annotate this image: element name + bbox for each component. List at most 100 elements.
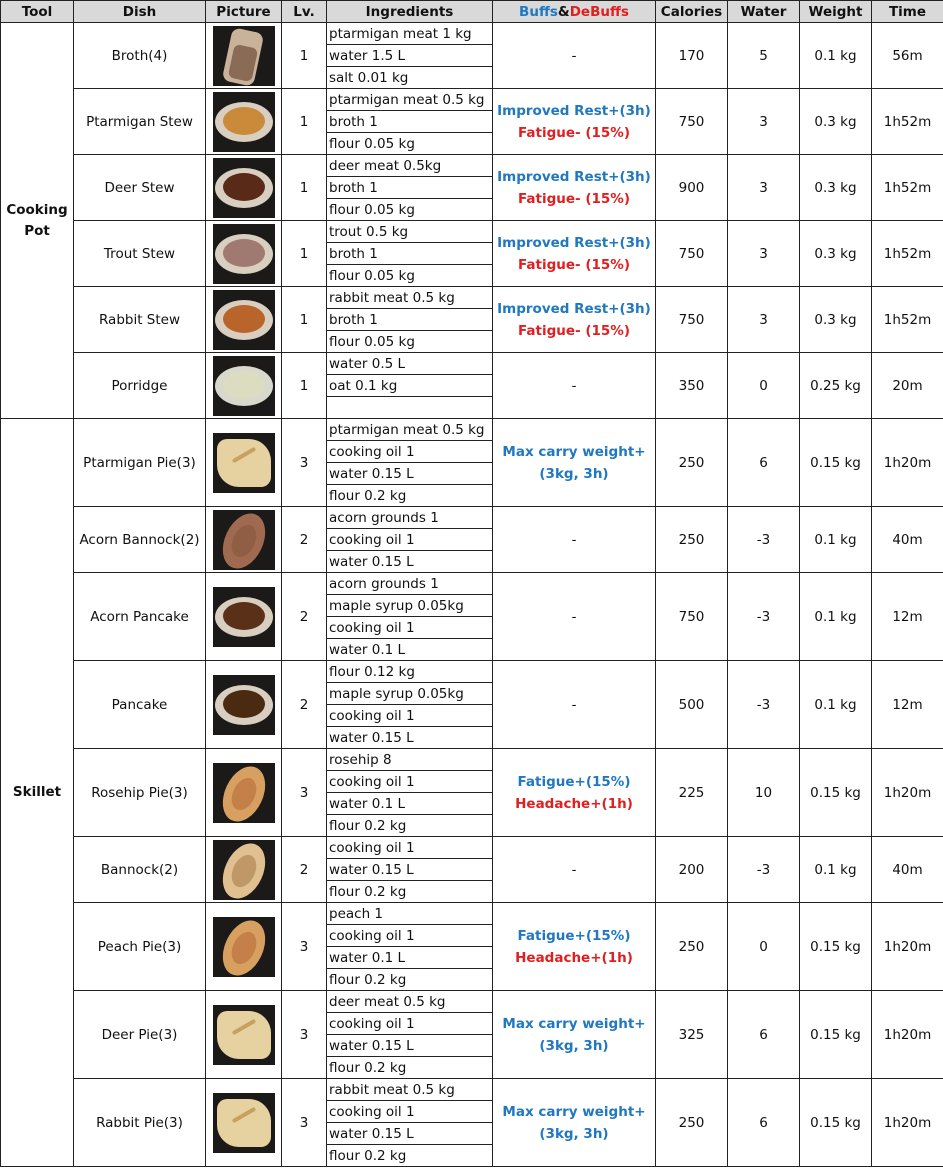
effects-cell: Max carry weight+ (3kg, 3h)	[492, 418, 656, 507]
dish-picture	[212, 839, 275, 900]
dish-name: Deer Stew	[73, 154, 206, 221]
effect: -	[571, 377, 577, 394]
water: 0	[727, 352, 800, 419]
time: 1h52m	[871, 154, 943, 221]
effect: Headache+(1h)	[515, 949, 633, 966]
ingredient: ptarmigan meat 1 kg	[326, 22, 493, 45]
sub-row: Ptarmigan Stew 1 ptarmigan meat 0.5 kg Impr…	[1, 88, 943, 155]
dish-picture	[212, 432, 275, 493]
ingredient: flour 0.12 kg	[326, 660, 493, 683]
dish-picture	[212, 674, 275, 735]
weight: 0.15 kg	[799, 418, 872, 507]
dish-name: Rosehip Pie(3)	[73, 748, 206, 837]
ingredient: flour 0.05 kg	[326, 330, 493, 353]
ingredient: rabbit meat 0.5 kg	[326, 1078, 493, 1101]
time: 20m	[871, 352, 943, 419]
ingredient: broth 1	[326, 176, 493, 199]
ingredient: water 0.1 L	[326, 946, 493, 969]
picture-cell	[205, 748, 282, 837]
picture-cell	[205, 990, 282, 1079]
picture-cell	[205, 22, 282, 89]
effect: (3kg, 3h)	[539, 1125, 609, 1142]
ingredient: water 0.15 L	[326, 726, 493, 749]
effect: (3kg, 3h)	[539, 465, 609, 482]
dish-picture	[212, 1004, 275, 1065]
ingredient: acorn grounds 1	[326, 572, 493, 595]
effect: -	[571, 47, 577, 64]
level: 3	[281, 418, 327, 507]
ingredient: rosehip 8	[326, 748, 493, 771]
dish-picture	[212, 355, 275, 416]
time: 12m	[871, 660, 943, 749]
time: 56m	[871, 22, 943, 89]
sub-row: water 0.1 L	[1, 792, 943, 815]
column-header-part: Buffs	[519, 3, 558, 20]
weight: 0.3 kg	[799, 220, 872, 287]
water: 3	[727, 88, 800, 155]
sub-row: water 0.15 L	[1, 726, 943, 749]
sub-row: flour 0.2 kg	[1, 968, 943, 991]
column-header: Ingredients	[326, 0, 493, 23]
sub-row: oat 0.1 kg	[1, 374, 943, 397]
calories: 250	[655, 902, 728, 991]
picture-cell	[205, 286, 282, 353]
calories: 250	[655, 418, 728, 507]
effect: Fatigue- (15%)	[517, 322, 630, 339]
calories: 750	[655, 286, 728, 353]
effects-cell: -	[492, 506, 656, 573]
water: 6	[727, 990, 800, 1079]
time: 1h52m	[871, 88, 943, 155]
calories: 170	[655, 22, 728, 89]
sub-row: Skillet Ptarmigan Pie(3) 3 ptarmigan meat 0…	[0, 418, 943, 1167]
effect: -	[571, 696, 577, 713]
dish-name: Porridge	[73, 352, 206, 419]
ingredient: water 0.5 L	[326, 352, 493, 375]
ingredient: water 0.15 L	[326, 1122, 493, 1145]
effects-cell: Improved Rest+(3h) Fatigue- (15%)	[492, 286, 656, 353]
header-row: Tool Dish Picture Lv. Ingredients Buffs&DeBuf…	[0, 0, 943, 23]
ingredient: cooking oil 1	[326, 704, 493, 727]
ingredient: broth 1	[326, 242, 493, 265]
ingredient: flour 0.05 kg	[326, 132, 493, 155]
picture-shape	[222, 106, 265, 135]
ingredient: salt 0.01 kg	[326, 66, 493, 89]
effect: -	[571, 861, 577, 878]
calories: 250	[655, 1078, 728, 1167]
effects-cell: -	[492, 660, 656, 749]
effect: -	[571, 608, 577, 625]
level: 1	[281, 220, 327, 287]
weight: 0.15 kg	[799, 902, 872, 991]
time: 40m	[871, 506, 943, 573]
calories: 325	[655, 990, 728, 1079]
effects-cell: Fatigue+(15%) Headache+(1h)	[492, 902, 656, 991]
calories: 500	[655, 660, 728, 749]
sub-row: Rabbit Pie(3) 3 rabbit meat 0.5 kg Max carr…	[1, 1078, 943, 1167]
picture-cell	[205, 902, 282, 991]
water: 0	[727, 902, 800, 991]
water: 6	[727, 418, 800, 507]
picture-cell	[205, 418, 282, 507]
column-header: Buffs&DeBuffs	[492, 0, 656, 23]
picture-cell	[205, 572, 282, 661]
water: 10	[727, 748, 800, 837]
picture-shape	[222, 172, 265, 201]
effect: Max carry weight+	[502, 1103, 646, 1120]
ingredient: cooking oil 1	[326, 1100, 493, 1123]
picture-cell	[205, 154, 282, 221]
calories: 200	[655, 836, 728, 903]
ingredient: cooking oil 1	[326, 616, 493, 639]
picture-shape	[216, 438, 271, 487]
level: 1	[281, 286, 327, 353]
ingredient: cooking oil 1	[326, 836, 493, 859]
sub-row: cooking oil 1	[1, 704, 943, 727]
effect: Fatigue- (15%)	[517, 124, 630, 141]
ingredient: rabbit meat 0.5 kg	[326, 286, 493, 309]
weight: 0.3 kg	[799, 286, 872, 353]
ingredient: flour 0.2 kg	[326, 880, 493, 903]
column-header: Tool	[0, 0, 74, 23]
ingredient: cooking oil 1	[326, 770, 493, 793]
level: 3	[281, 990, 327, 1079]
calories: 900	[655, 154, 728, 221]
dish-name: Rabbit Pie(3)	[73, 1078, 206, 1167]
time: 1h20m	[871, 748, 943, 837]
